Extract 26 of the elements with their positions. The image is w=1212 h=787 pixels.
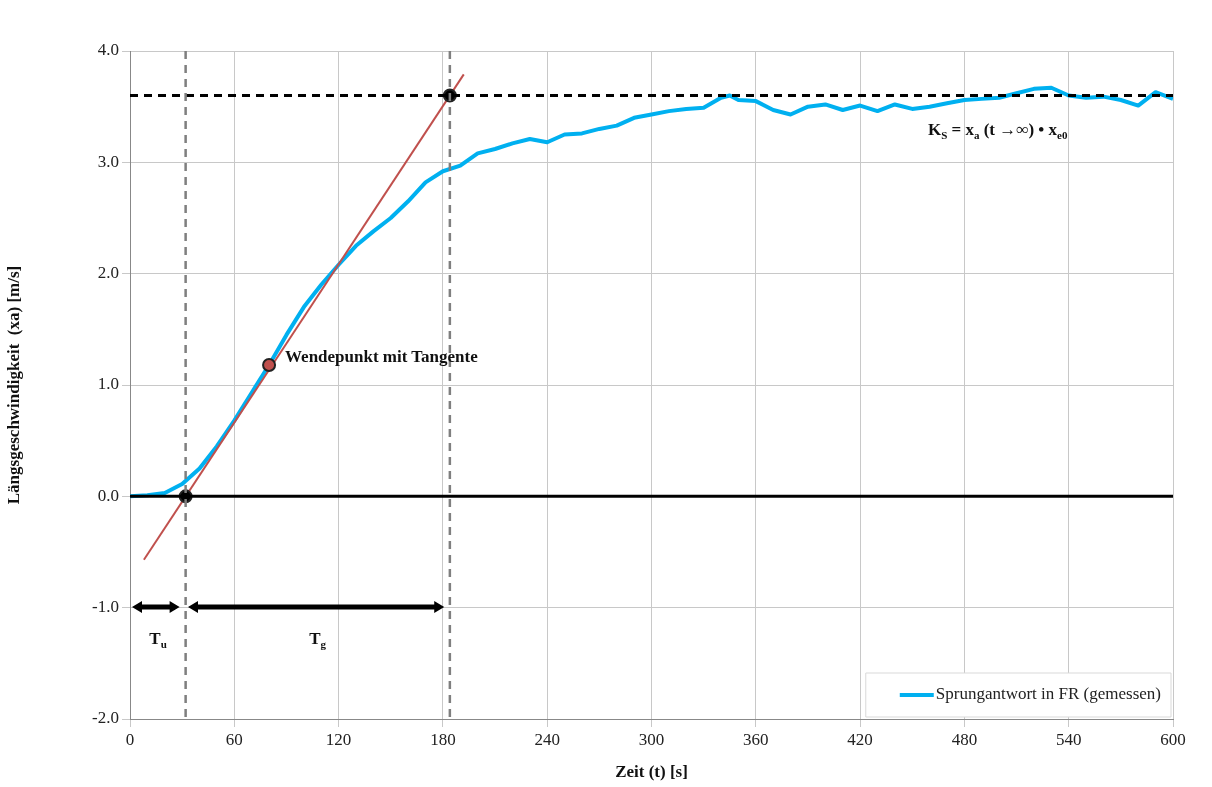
x-tick-label: 60 bbox=[225, 729, 243, 749]
y-axis-title: Längsgeschwindigkeit (xa) [m/s] bbox=[3, 265, 23, 505]
x-tick-label: 600 bbox=[1160, 729, 1186, 749]
annotation: Wendepunkt mit Tangente bbox=[285, 346, 478, 367]
x-tick-label: 0 bbox=[125, 729, 135, 749]
x-tick-label: 300 bbox=[638, 729, 665, 749]
point bbox=[262, 357, 277, 372]
y-tick-label: 2.0 bbox=[97, 263, 119, 283]
y-tick-label: 0.0 bbox=[97, 485, 119, 505]
x-tick-label: 240 bbox=[534, 729, 560, 749]
y-tick-label: 3.0 bbox=[97, 151, 119, 171]
x-tick-label: 360 bbox=[743, 729, 769, 749]
y-tick-label: 4.0 bbox=[97, 40, 119, 60]
x-tick-label: 540 bbox=[1055, 729, 1082, 749]
x-tick-label: 180 bbox=[430, 729, 456, 749]
annotation: K$_{S}$ = x$_{a}$ (t →∞) • x$_{e0}$ bbox=[927, 119, 1068, 141]
y-tick-label: -1.0 bbox=[92, 597, 119, 617]
y-tick-label: -2.0 bbox=[92, 708, 119, 728]
x-tick-label: 420 bbox=[847, 729, 873, 749]
x-tick-label: 480 bbox=[951, 729, 978, 749]
annotation: T$_{g}$ bbox=[309, 628, 327, 651]
legend-label: Sprungantwort in FR (gemessen) bbox=[935, 684, 1162, 704]
annotation: T$_{u}$ bbox=[149, 628, 167, 651]
x-axis-title: Zeit (t) [s] bbox=[615, 762, 688, 782]
x-tick-label: 120 bbox=[325, 729, 352, 749]
y-tick-label: 1.0 bbox=[97, 374, 119, 394]
